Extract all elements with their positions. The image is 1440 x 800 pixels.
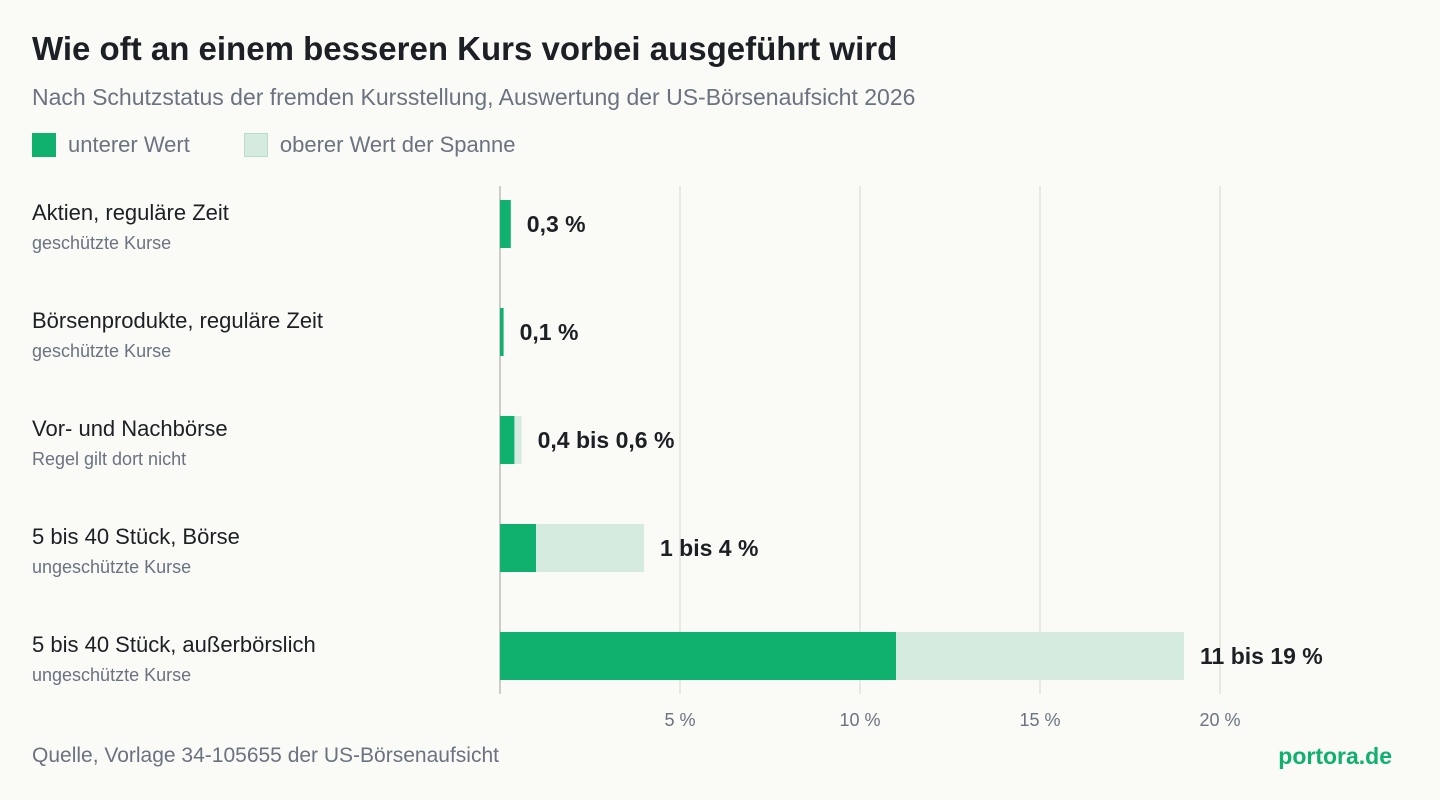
legend-label-low: unterer Wert <box>68 132 190 157</box>
source-note: Quelle, Vorlage 34-105655 der US-Börsena… <box>32 744 499 767</box>
category-subtitle: Regel gilt dort nicht <box>32 449 187 469</box>
data-label: 11 bis 19 % <box>1200 643 1323 669</box>
category-label: 5 bis 40 Stück, Börse <box>32 524 240 549</box>
data-label: 0,4 bis 0,6 % <box>538 427 675 453</box>
legend-item-low: unterer Wert <box>32 132 190 158</box>
chart-subtitle: Nach Schutzstatus der fremden Kursstellu… <box>32 84 916 110</box>
category-subtitle: geschützte Kurse <box>32 341 172 361</box>
category-label: Aktien, reguläre Zeit <box>32 200 229 225</box>
legend-item-high: oberer Wert der Spanne <box>243 132 516 158</box>
brand-logo-text: portora.de <box>1278 743 1392 769</box>
category-subtitle: geschützte Kurse <box>32 233 172 253</box>
chart-title: Wie oft an einem besseren Kurs vorbei au… <box>32 30 898 67</box>
bar-lower-value <box>500 308 504 356</box>
legend-swatch-high <box>243 133 268 157</box>
legend-label-high: oberer Wert der Spanne <box>279 132 516 157</box>
data-label: 1 bis 4 % <box>660 535 758 561</box>
x-tick-label: 10 % <box>839 710 880 730</box>
bar-lower-value <box>500 200 511 248</box>
x-tick-label: 5 % <box>664 710 695 730</box>
legend: unterer Wert oberer Wert der Spanne <box>32 132 569 158</box>
data-label: 0,3 % <box>527 211 586 237</box>
data-label: 0,1 % <box>520 319 579 345</box>
category-subtitle: ungeschützte Kurse <box>32 557 192 577</box>
legend-swatch-low <box>32 133 56 157</box>
x-tick-label: 20 % <box>1199 710 1240 730</box>
bar-lower-value <box>500 416 515 464</box>
category-label: Vor- und Nachbörse <box>32 416 228 441</box>
bar-lower-value <box>500 632 896 680</box>
bar-lower-value <box>500 524 536 572</box>
category-label: 5 bis 40 Stück, außerbörslich <box>32 632 316 657</box>
category-subtitle: ungeschützte Kurse <box>32 665 192 685</box>
category-label: Börsenprodukte, reguläre Zeit <box>32 308 324 333</box>
x-tick-label: 15 % <box>1019 710 1060 730</box>
